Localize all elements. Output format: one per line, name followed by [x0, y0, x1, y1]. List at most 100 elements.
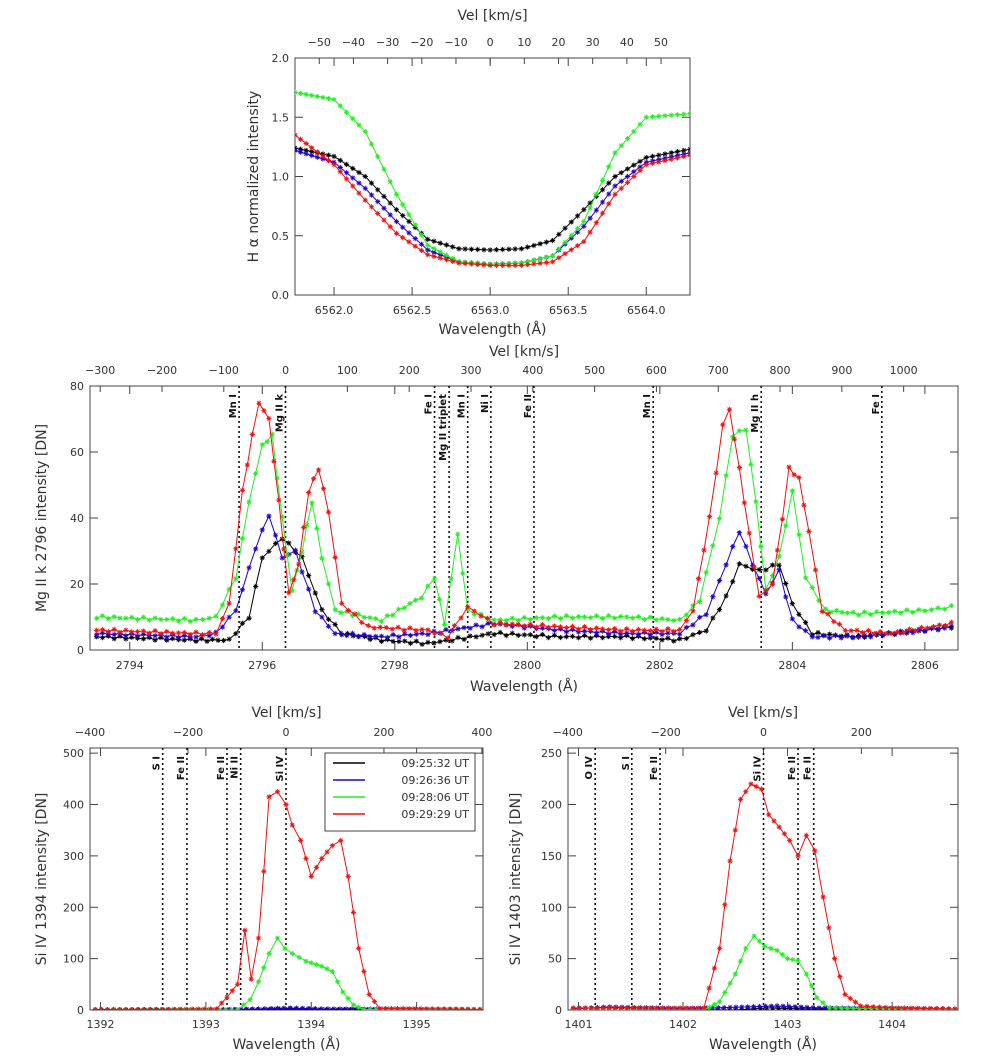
- data-point: [842, 1006, 848, 1010]
- data-point: [889, 630, 895, 637]
- data-point: [158, 631, 164, 637]
- data-point: [695, 576, 702, 582]
- data-point: [692, 1005, 698, 1010]
- data-point: [297, 149, 304, 155]
- data-point: [659, 637, 665, 643]
- data-point: [402, 638, 408, 644]
- data-point: [624, 166, 631, 172]
- data-point: [419, 641, 425, 647]
- data-point: [234, 1007, 241, 1010]
- data-point: [412, 235, 418, 242]
- data-point: [289, 950, 295, 957]
- y-tick-label: 0: [77, 644, 84, 657]
- data-point: [677, 616, 683, 622]
- data-point: [723, 593, 729, 599]
- data-point: [129, 614, 135, 620]
- data-point: [710, 615, 716, 621]
- data-point: [219, 624, 226, 630]
- data-point: [204, 638, 210, 644]
- y-tick-label: 200: [63, 901, 84, 914]
- data-point: [181, 629, 187, 636]
- data-point: [259, 442, 265, 448]
- data-point: [350, 1002, 357, 1008]
- y-axis-label: Si IV 1394 intensity [DN]: [34, 793, 50, 966]
- data-point: [475, 246, 481, 253]
- series-line: [96, 401, 952, 639]
- legend-label: 09:26:36 UT: [401, 774, 469, 787]
- data-point: [690, 608, 696, 614]
- data-point: [879, 1006, 885, 1010]
- data-point: [671, 628, 677, 634]
- data-point: [837, 974, 843, 980]
- top-tick-label: 700: [708, 364, 729, 377]
- data-point: [458, 615, 464, 621]
- data-point: [942, 625, 948, 631]
- chart-si1403: 1401 1402 1403 1404 0 50 100 150 200 250 −400 −200 0…: [508, 705, 959, 1053]
- data-point: [574, 213, 581, 219]
- data-point: [545, 624, 551, 630]
- data-point: [361, 968, 367, 975]
- data-point: [266, 548, 272, 554]
- data-point: [803, 971, 809, 977]
- data-point: [406, 1006, 412, 1010]
- top-tick-label: 0: [282, 726, 289, 739]
- data-point: [350, 165, 356, 172]
- data-point: [123, 627, 129, 633]
- data-point: [436, 1006, 442, 1010]
- data-point: [396, 634, 402, 640]
- data-point: [431, 628, 437, 634]
- data-point: [261, 408, 267, 414]
- data-point: [641, 636, 647, 642]
- data-point: [758, 543, 764, 550]
- data-point: [134, 617, 141, 623]
- series-group: [295, 89, 690, 268]
- y-tick-label: 0: [555, 1004, 562, 1017]
- data-point: [801, 502, 807, 508]
- legend-label: 09:28:06 UT: [401, 791, 469, 804]
- top-tick-label: 50: [654, 36, 668, 49]
- data-point: [889, 1005, 895, 1010]
- data-point: [418, 595, 424, 601]
- data-point: [158, 616, 164, 623]
- data-point: [722, 989, 728, 996]
- data-point: [918, 624, 925, 631]
- data-point: [739, 1004, 745, 1010]
- top-tick-label: −20: [410, 36, 433, 49]
- data-point: [575, 613, 582, 620]
- data-point: [381, 205, 387, 211]
- data-point: [576, 1005, 582, 1010]
- data-point: [868, 1006, 874, 1010]
- data-point: [181, 637, 187, 643]
- data-point: [945, 1006, 952, 1010]
- data-point: [407, 625, 413, 631]
- data-point: [874, 609, 880, 615]
- data-point: [551, 627, 558, 634]
- data-point: [680, 1006, 686, 1010]
- data-point: [784, 956, 791, 962]
- data-point: [378, 633, 385, 639]
- data-point: [473, 622, 479, 628]
- data-point: [819, 609, 825, 615]
- data-point: [350, 909, 357, 915]
- data-point: [419, 626, 425, 633]
- data-point: [246, 499, 252, 505]
- data-point: [828, 609, 834, 615]
- top-tick-label: 0: [487, 36, 494, 49]
- data-point: [418, 247, 425, 254]
- data-point: [371, 625, 377, 631]
- data-point: [460, 570, 466, 576]
- data-point: [506, 262, 512, 268]
- data-point: [689, 1005, 695, 1010]
- data-point: [320, 94, 326, 101]
- chart-mg: 2794 2796 2798 2800 2802 2804 2806 0 20 40 60 80−30…: [34, 344, 959, 695]
- data-point: [531, 261, 537, 267]
- data-point: [287, 1005, 293, 1010]
- data-point: [99, 630, 106, 636]
- data-point: [344, 632, 350, 639]
- data-point: [377, 624, 383, 630]
- data-point: [758, 786, 765, 792]
- data-point: [662, 157, 668, 164]
- data-point: [668, 1006, 674, 1010]
- data-point: [581, 628, 588, 634]
- data-point: [562, 239, 568, 245]
